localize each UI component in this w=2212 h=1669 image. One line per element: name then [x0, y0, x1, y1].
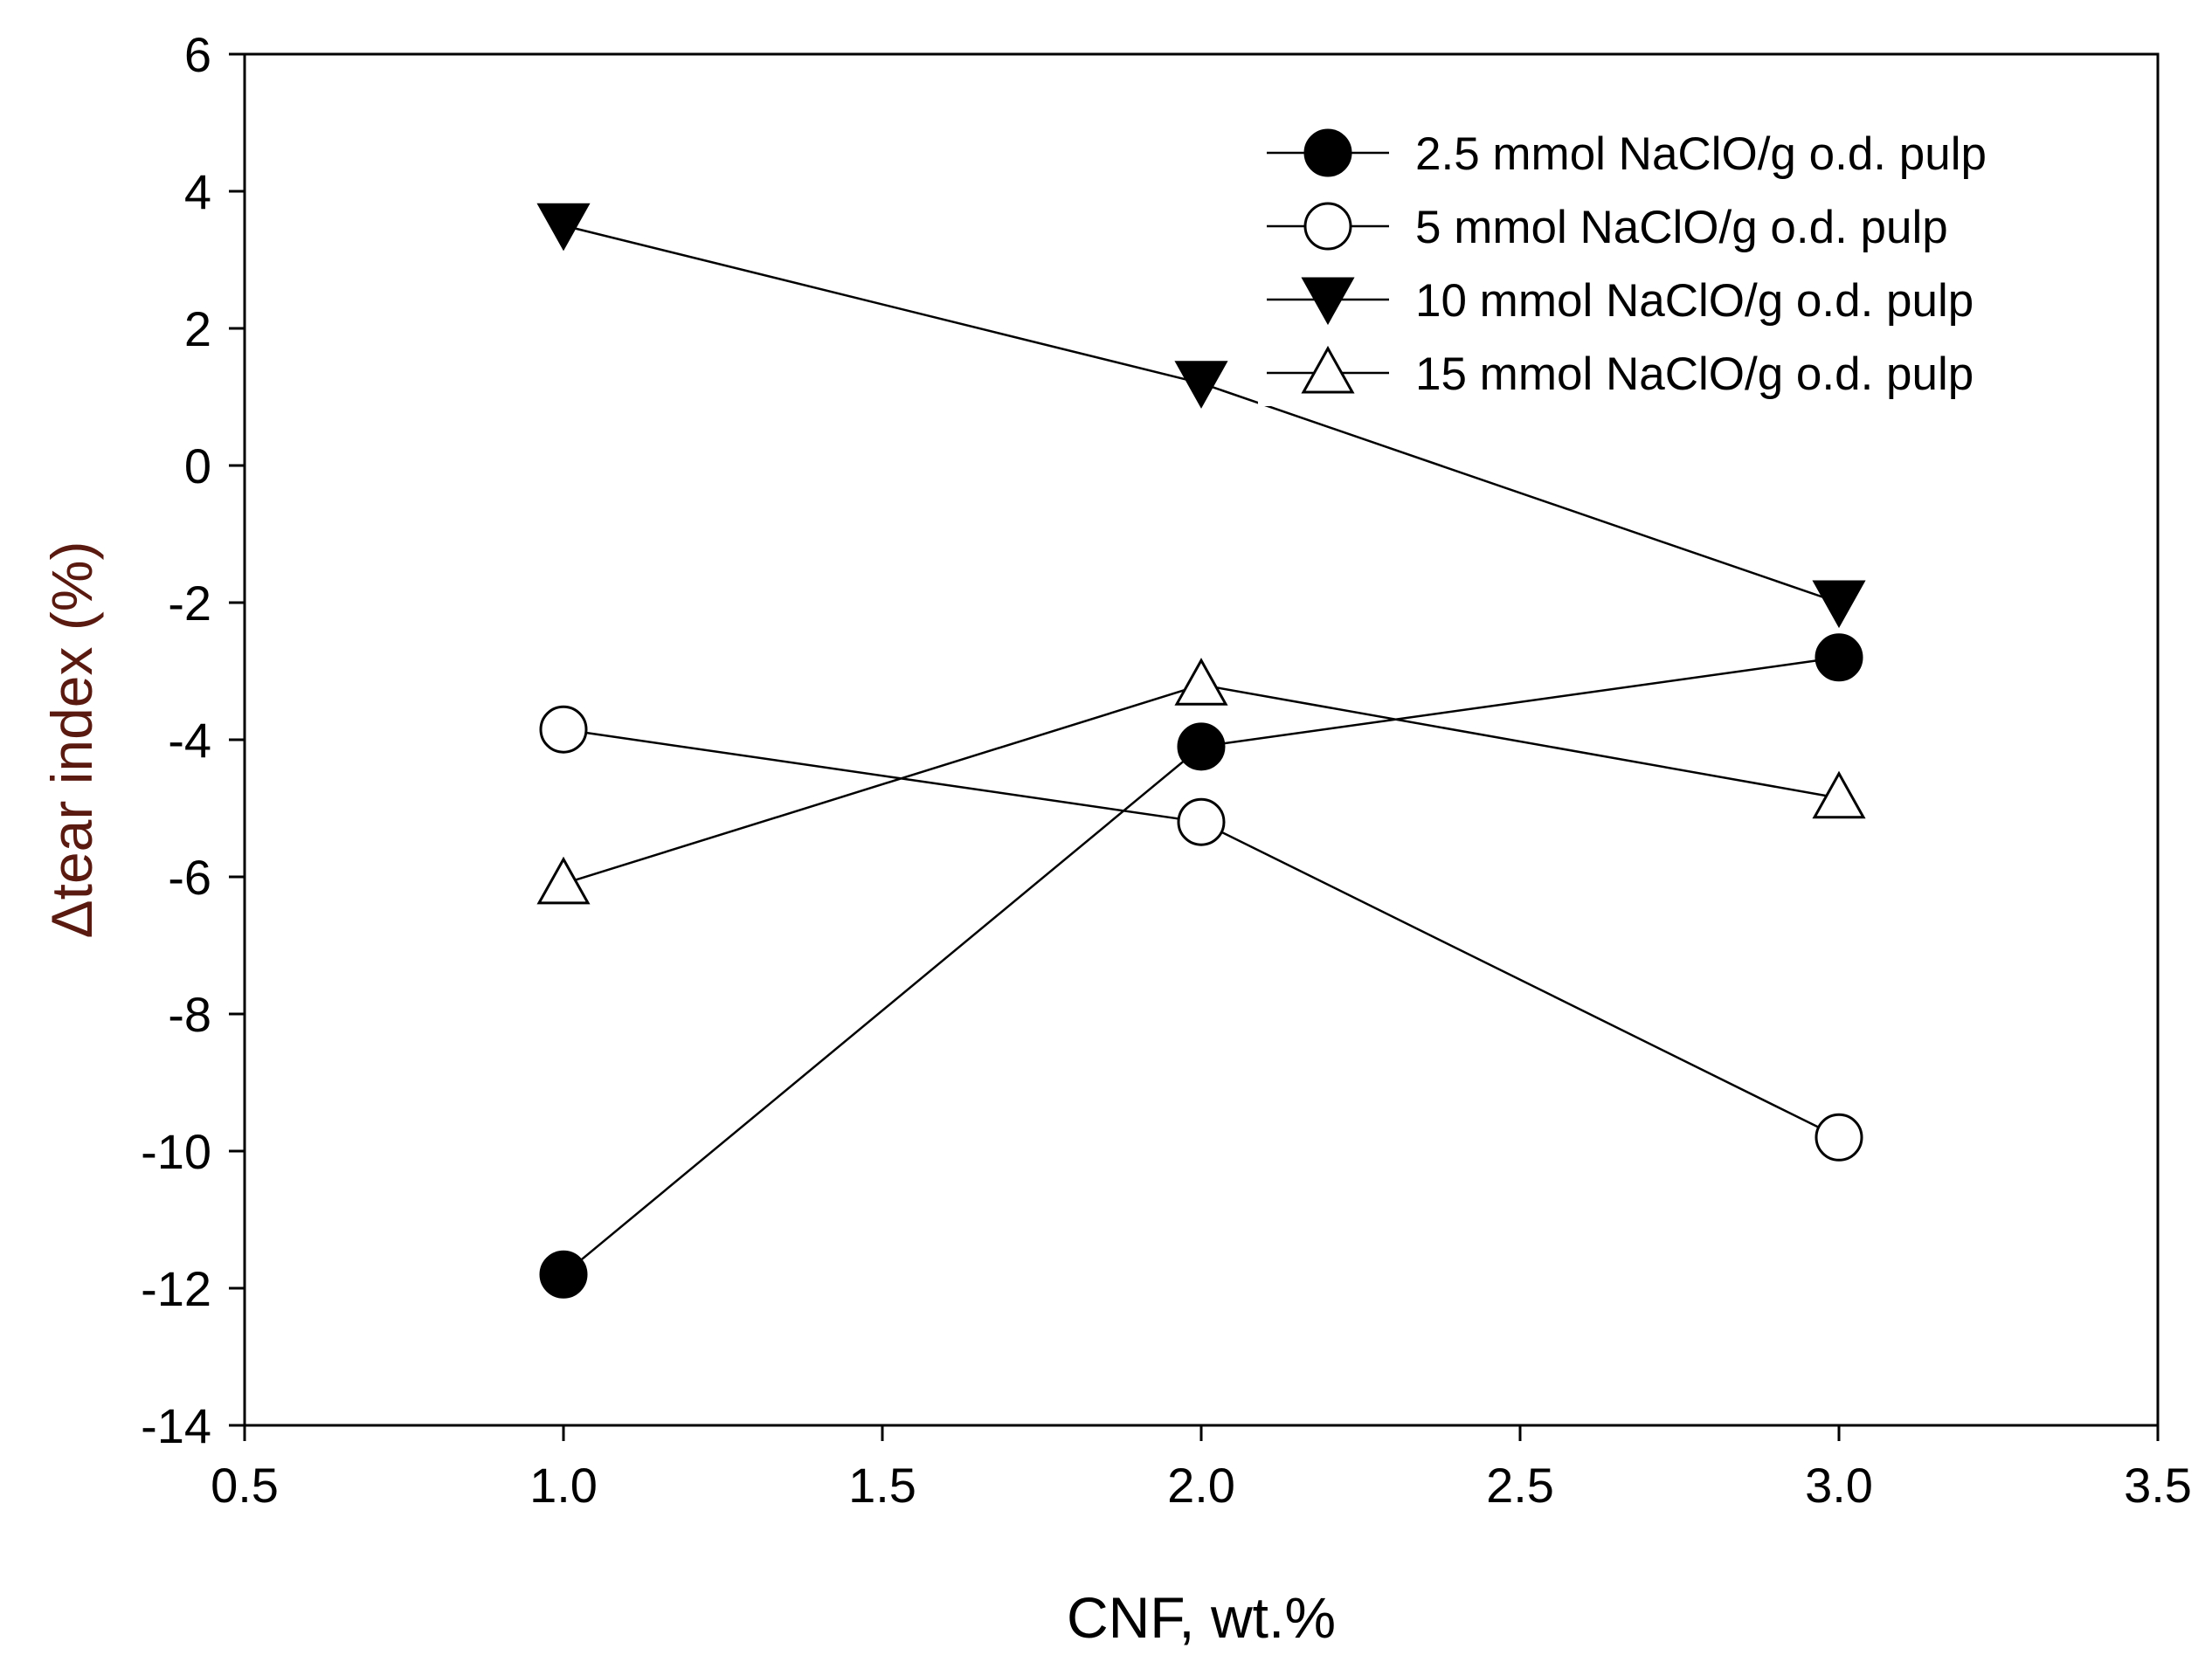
x-axis-title: CNF, wt.%: [1067, 1585, 1336, 1650]
y-tick-label: -2: [168, 576, 211, 631]
data-point-s1-2: [1177, 722, 1226, 771]
data-point-s4-1: [536, 856, 591, 905]
data-point-s1-1: [539, 1250, 588, 1299]
x-tick-label: 1.0: [529, 1458, 598, 1513]
data-point-s2-3: [1815, 1113, 1863, 1162]
legend-label-2: 5 mmol NaClO/g o.d. pulp: [1415, 202, 1948, 253]
y-tick-label: -6: [168, 850, 211, 905]
data-point-s3-1: [536, 203, 591, 252]
x-tick-label: 2.5: [1486, 1458, 1554, 1513]
legend-label-1: 2.5 mmol NaClO/g o.d. pulp: [1415, 128, 1987, 180]
ticks: 0.5 1.0 1.5 2.0 2.5 3.0 3.5 -14 -12 -10 -8 -6 -4 -2 0 2…: [141, 27, 2192, 1513]
y-tick-label: 2: [184, 301, 211, 356]
x-tick-label: 3.0: [1805, 1458, 1873, 1513]
data-point-s4-2: [1174, 658, 1228, 706]
y-tick-label: 0: [184, 438, 211, 493]
y-tick-label: 6: [184, 27, 211, 82]
legend-marker-4: [1301, 345, 1355, 394]
series-line-4: [563, 683, 1840, 886]
y-tick-label: 4: [184, 164, 211, 219]
series-markers: [536, 203, 1866, 1299]
x-tick-label: 0.5: [211, 1458, 279, 1513]
legend-marker-3: [1301, 277, 1355, 326]
data-point-s2-1: [539, 705, 588, 754]
y-tick-label: -14: [141, 1398, 211, 1453]
y-tick-label: -12: [141, 1261, 211, 1316]
data-point-s3-2: [1174, 361, 1228, 409]
data-point-s3-3: [1812, 580, 1866, 629]
y-tick-label: -4: [168, 713, 211, 768]
legend-label-4: 15 mmol NaClO/g o.d. pulp: [1415, 348, 1974, 400]
y-axis-title: Δtear index (%): [39, 541, 104, 939]
series-line-2: [563, 728, 1840, 1139]
data-point-s4-3: [1812, 770, 1866, 819]
x-tick-label: 3.5: [2124, 1458, 2192, 1513]
data-point-s2-2: [1177, 797, 1226, 846]
series: [536, 203, 1866, 1299]
x-tick-label: 2.0: [1167, 1458, 1235, 1513]
x-tick-label: 1.5: [848, 1458, 916, 1513]
legend-box: [1258, 109, 2132, 406]
legend-marker-2: [1303, 202, 1352, 251]
data-point-s1-3: [1815, 633, 1863, 682]
y-tick-label: -10: [141, 1124, 211, 1179]
legend: 2.5 mmol NaClO/g o.d. pulp 5 mmol NaClO/g…: [1258, 109, 2132, 406]
legend-marker-1: [1303, 128, 1352, 177]
y-tick-label: -8: [168, 987, 211, 1042]
legend-label-3: 10 mmol NaClO/g o.d. pulp: [1415, 275, 1974, 327]
